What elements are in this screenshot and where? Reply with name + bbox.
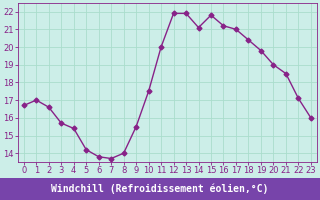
- Text: Windchill (Refroidissement éolien,°C): Windchill (Refroidissement éolien,°C): [51, 184, 269, 194]
